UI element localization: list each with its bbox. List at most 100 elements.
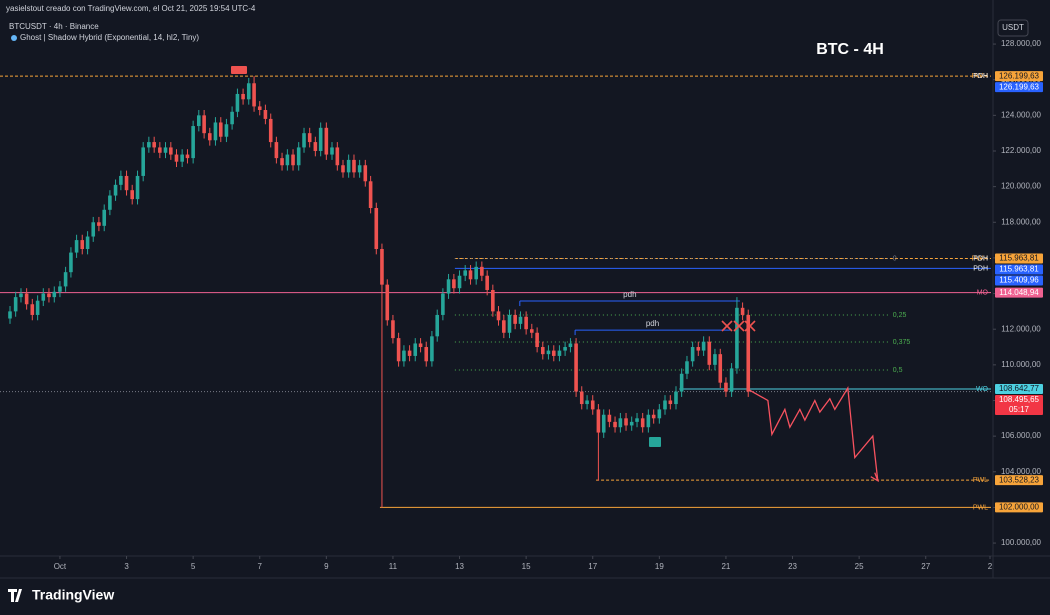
price-tag-label: 103.528,23 — [999, 475, 1040, 484]
candle-body — [446, 279, 451, 294]
x-tick-label: 17 — [588, 562, 597, 571]
candle-body — [563, 347, 567, 351]
candle-body — [601, 414, 606, 433]
price-tag-label: 114.048,94 — [999, 288, 1039, 297]
candle-body — [524, 316, 528, 330]
candle-body — [268, 118, 273, 143]
candle-body — [635, 418, 639, 422]
candle-body — [685, 361, 689, 374]
candle-body — [196, 115, 201, 127]
candle-body — [546, 350, 551, 355]
candle-body — [668, 400, 673, 405]
brand-name[interactable]: TradingView — [32, 587, 114, 603]
pdh-label: pdh — [646, 319, 659, 328]
candle-body — [502, 320, 506, 333]
candle-body — [740, 307, 745, 315]
candle-body — [374, 208, 379, 250]
candle-body — [135, 175, 140, 200]
level-label: PWH — [972, 255, 988, 262]
candle-body — [185, 154, 190, 159]
candle-body — [674, 391, 678, 405]
candle-body — [352, 159, 356, 173]
price-tag — [995, 253, 1043, 264]
candle-body — [180, 154, 184, 162]
candle-body — [724, 382, 728, 392]
candle-body — [108, 195, 112, 210]
signal-marker — [649, 437, 661, 447]
candle-body — [507, 314, 512, 333]
candle-body — [380, 249, 384, 285]
candle-body — [163, 147, 168, 153]
candle-body — [618, 418, 623, 428]
y-tick-label: 112.000,00 — [1001, 324, 1041, 333]
candle-body — [113, 184, 118, 196]
candle-body — [346, 159, 351, 173]
level-label: PWL — [973, 504, 988, 511]
candle-body — [41, 293, 46, 301]
candle-body — [468, 270, 473, 280]
candle-body — [368, 181, 373, 209]
candle-body — [385, 284, 390, 321]
candle-body — [252, 83, 256, 107]
candle-body — [746, 314, 751, 392]
candle-body — [713, 354, 717, 365]
x-tick-label: 19 — [655, 562, 664, 571]
candle-body — [218, 122, 223, 137]
y-tick-label: 128.000,00 — [1001, 39, 1042, 48]
level-label: PDH — [973, 73, 988, 80]
candle-body — [735, 307, 739, 369]
candle-body — [396, 338, 401, 362]
candle-body — [729, 368, 734, 392]
candle-body — [341, 165, 345, 173]
candle-body — [496, 311, 501, 321]
candle-body — [91, 222, 96, 237]
candle-body — [585, 400, 589, 405]
candle-body — [158, 147, 162, 153]
fib-label: 0 — [893, 255, 897, 262]
x-tick-label: 15 — [522, 562, 531, 571]
x-tick-label: 2 — [988, 562, 993, 571]
x-tick-label: 11 — [389, 562, 398, 571]
price-tag-label: 126.199,63 — [999, 71, 1040, 80]
candle-body — [690, 347, 695, 362]
candle-body — [596, 409, 601, 433]
candle-body — [407, 350, 412, 356]
level-label: PWH — [972, 73, 988, 80]
y-tick-label: 118.000,00 — [1001, 217, 1041, 226]
cross-markers — [721, 320, 756, 332]
candle-body — [513, 314, 517, 324]
indicator-name: Ghost | Shadow Hybrid (Exponential, 14, … — [20, 33, 199, 42]
candle-body — [302, 133, 306, 148]
currency[interactable]: USDT — [1002, 23, 1024, 32]
x-tick-label: 21 — [721, 562, 730, 571]
candle-body — [47, 293, 51, 298]
x-tick-label: 7 — [258, 562, 263, 571]
candle-body — [257, 106, 262, 110]
price-tag — [995, 502, 1043, 513]
candle-body — [418, 343, 423, 348]
candle-body — [646, 414, 651, 428]
candle-body — [657, 409, 662, 419]
price-tag — [995, 384, 1043, 395]
price-tag-label: 115.963,81 — [999, 254, 1039, 263]
candle-body — [474, 266, 478, 280]
price-tag — [995, 475, 1043, 486]
candle-body — [518, 316, 523, 324]
y-tick-label: 124.000,00 — [1001, 110, 1042, 119]
candle-body — [579, 391, 584, 405]
currency-box[interactable] — [997, 19, 1029, 37]
candle-body — [557, 350, 562, 356]
candle-body — [8, 311, 12, 319]
candle-body — [624, 418, 628, 426]
x-tick-label: 25 — [855, 562, 864, 571]
candle-body — [535, 332, 539, 348]
x-tick-label: 3 — [124, 562, 129, 571]
candle-body — [230, 111, 234, 125]
brand-logo[interactable]: TradingView — [8, 587, 114, 603]
candle-body — [291, 154, 295, 166]
pdh-label: pdh — [623, 290, 636, 299]
candle-body — [718, 354, 723, 383]
candle-body — [63, 272, 68, 287]
